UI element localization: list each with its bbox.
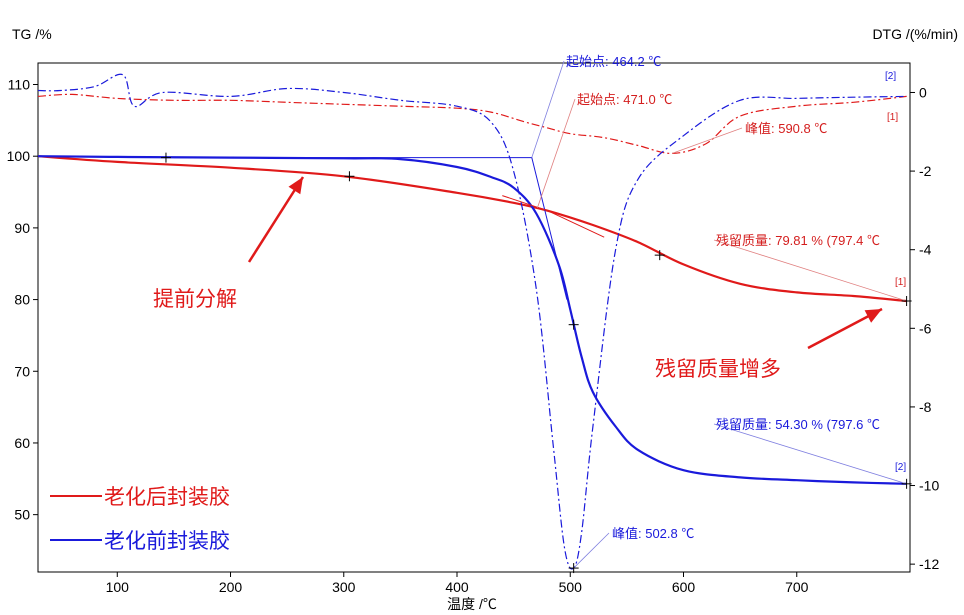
marker-label-1-tg: [1]: [895, 277, 906, 288]
annotation-residual-red: 残留质量: 79.81 % (797.4 ℃: [716, 233, 880, 248]
legend-label-fresh: 老化前封装胶: [104, 529, 230, 553]
leader-line-2: [672, 127, 743, 154]
plot-area: 100 200 300 400 500 600 700 50 60 70 80 90 100 110 0 -2…: [7, 62, 939, 595]
y-left-tick-label: 70: [14, 363, 30, 379]
arrow-early-decomposition: [247, 176, 305, 263]
y-right-tick-label: -12: [919, 556, 939, 572]
y-right-tick-label: -10: [919, 478, 939, 494]
marker-label-1-top: [1]: [887, 112, 898, 123]
x-tick-label: 500: [559, 579, 583, 595]
y-left-tick-label: 100: [7, 148, 31, 164]
annotation-peak-red: 峰值: 590.8 ℃: [745, 121, 827, 136]
y-left-tick-label: 90: [14, 220, 30, 236]
legend: 老化后封装胶 老化前封装胶: [50, 485, 230, 553]
marker-label-2-top: [2]: [885, 71, 896, 82]
y-right-tick-label: -8: [919, 399, 932, 415]
arrow-more-residue-head: [864, 309, 882, 323]
leader-line-1: [537, 98, 576, 208]
plot-frame: [37, 62, 911, 573]
y-right-tick-label: -4: [919, 242, 932, 258]
y-left-tick-label: 60: [14, 435, 30, 451]
y-right-axis-title: DTG /(%/min): [872, 26, 958, 42]
arrow-early-decomposition-head: [288, 177, 303, 195]
legend-label-aged: 老化后封装胶: [104, 485, 230, 509]
annotation-residual-blue: 残留质量: 54.30 % (797.6 ℃: [716, 417, 880, 432]
y-right-tick-label: 0: [919, 84, 927, 100]
x-tick-label: 600: [672, 579, 696, 595]
annotation-peak-blue: 峰值: 502.8 ℃: [612, 526, 694, 541]
y-left-axis-title: TG /%: [12, 26, 52, 42]
leader-line-4: [713, 423, 907, 485]
y-right-tick-label: -6: [919, 320, 932, 336]
annotation-onset-blue: 起始点: 464.2 ℃: [566, 54, 661, 69]
x-axis-title: 温度 /℃: [447, 596, 497, 612]
leader-line-0: [531, 60, 565, 158]
leader-line-3: [713, 239, 907, 302]
marker-label-2-tg: [2]: [895, 462, 906, 473]
series-line-1: [37, 93, 907, 155]
note-more-residue: 残留质量增多: [655, 357, 781, 381]
y-left-tick-label: 50: [14, 507, 30, 523]
x-tick-label: 300: [332, 579, 356, 595]
x-tick-label: 700: [785, 579, 809, 595]
y-right-tick-label: -2: [919, 163, 932, 179]
annotation-layer: [160, 60, 912, 574]
note-early-decomposition: 提前分解: [153, 287, 237, 311]
y-left-tick-label: 110: [8, 77, 31, 93]
onset-tangent-red: [502, 195, 605, 238]
leader-line-5: [573, 532, 610, 569]
y-left-tick-label: 80: [14, 292, 30, 308]
series-line-2: [37, 155, 907, 485]
annotation-onset-red: 起始点: 471.0 ℃: [577, 92, 672, 107]
x-tick-label: 100: [106, 579, 130, 595]
series-line-0: [37, 155, 907, 303]
series-line-3: [37, 73, 907, 570]
x-tick-label: 200: [219, 579, 243, 595]
x-tick-label: 400: [445, 579, 469, 595]
